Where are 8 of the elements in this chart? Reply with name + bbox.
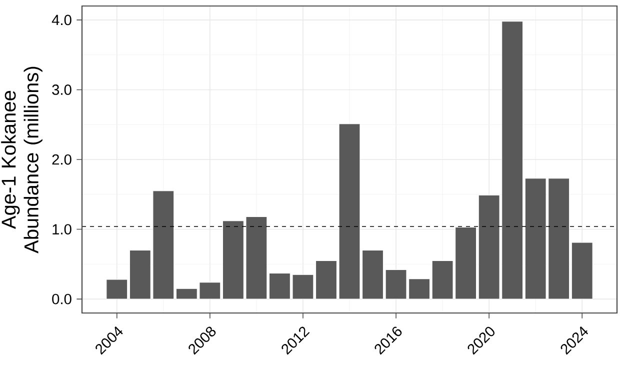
y-axis-title: Age-1 Kokanee Abundance (millions) [1, 66, 42, 254]
bar [571, 242, 593, 300]
y-tick-label: 0.0 [52, 294, 72, 304]
y-tick-label: 4.0 [52, 14, 72, 26]
bar [106, 279, 128, 300]
y-tick-label: 1.0 [52, 224, 72, 234]
y-tick-label: 3.0 [52, 84, 72, 95]
y-tick-label: 2.0 [52, 154, 72, 165]
